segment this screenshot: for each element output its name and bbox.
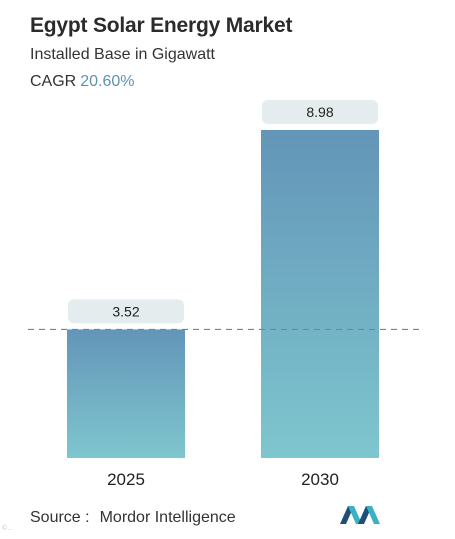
value-label: 3.52: [112, 303, 139, 319]
x-tick-label: 2030: [301, 470, 339, 489]
chart-title: Egypt Solar Energy Market: [30, 14, 293, 37]
value-label-box: [68, 299, 184, 324]
cagr-value: 20.60%: [80, 73, 135, 90]
cagr-text: CAGR 20.60%: [30, 73, 135, 91]
source-name: Mordor Intelligence: [99, 509, 236, 526]
bar-2025: [67, 329, 185, 458]
bar-2030: [261, 130, 379, 458]
mordor-intelligence-logo-icon: [340, 506, 380, 524]
value-label-box: [262, 100, 378, 124]
cagr-label: CAGR: [30, 73, 77, 90]
chart-subtitle: Installed Base in Gigawatt: [30, 46, 215, 63]
x-tick-label: 2025: [107, 470, 145, 489]
source-label: Source :: [30, 509, 90, 526]
source-line: Source : Mordor Intelligence: [30, 509, 236, 527]
value-label: 8.98: [306, 104, 333, 120]
watermark: ©…: [2, 525, 15, 532]
